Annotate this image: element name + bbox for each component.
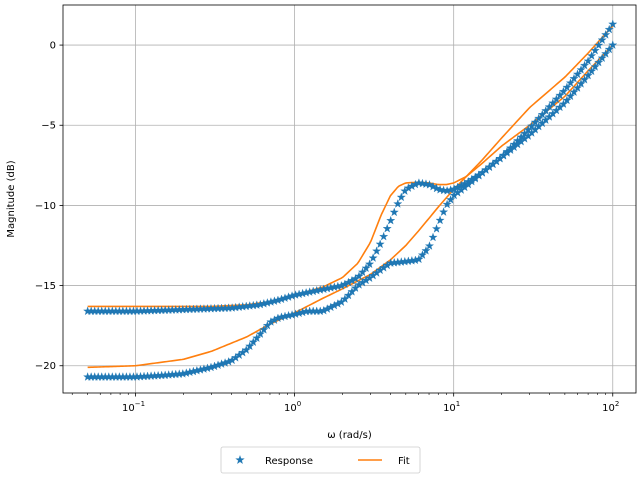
response-point-upper — [576, 65, 586, 74]
response-point-lower — [432, 224, 442, 233]
x-tick-label: 101 — [443, 400, 460, 414]
response-point-lower — [435, 215, 445, 225]
response-point-lower — [259, 325, 269, 334]
response-point-upper — [604, 24, 614, 34]
response-point-lower — [439, 207, 449, 216]
y-tick-label: −15 — [35, 281, 56, 292]
response-point-lower — [340, 294, 350, 303]
response-point-lower — [601, 49, 611, 58]
response-point-lower — [583, 70, 593, 80]
response-point-upper — [372, 246, 382, 255]
response-point-upper — [365, 259, 375, 269]
response-point-upper — [361, 263, 371, 273]
response-point-upper — [551, 94, 561, 104]
response-point-lower — [572, 83, 583, 92]
response-point-upper — [572, 69, 583, 79]
response-point-lower — [446, 195, 456, 204]
response-point-lower — [255, 329, 265, 338]
legend-response-marker — [235, 455, 245, 465]
response-point-upper — [368, 253, 378, 262]
response-point-upper — [534, 113, 544, 123]
response-point-upper — [530, 117, 540, 127]
legend-label-fit: Fit — [398, 456, 410, 467]
y-axis-ticks: 0 −5 −10 −15 −20 — [35, 41, 63, 372]
x-tick-label: 100 — [284, 400, 301, 414]
response-point-upper — [558, 86, 568, 96]
legend-label-response: Response — [265, 456, 313, 467]
response-point-lower — [428, 232, 438, 242]
y-tick-label: −10 — [35, 201, 56, 212]
response-point-upper — [541, 106, 551, 115]
response-point-lower — [594, 57, 604, 67]
response-point-upper — [580, 60, 590, 70]
plot-series — [83, 19, 618, 381]
response-point-upper — [565, 78, 575, 87]
response-point-lower — [442, 199, 452, 209]
response-point-lower — [248, 337, 258, 347]
response-point-upper — [583, 56, 593, 66]
response-point-lower — [252, 333, 262, 343]
response-point-upper — [537, 109, 547, 119]
response-point-upper — [562, 82, 572, 92]
x-axis-label: ω (rad/s) — [327, 430, 372, 441]
response-point-upper — [594, 40, 604, 50]
x-tick-label: 10−1 — [122, 400, 145, 414]
response-point-lower — [608, 40, 618, 49]
y-tick-label: −20 — [35, 361, 56, 372]
response-point-lower — [424, 241, 435, 250]
response-point-lower — [421, 246, 431, 255]
y-axis-label: Magnitude (dB) — [6, 160, 17, 237]
response-point-lower — [565, 91, 575, 101]
response-point-lower — [241, 345, 251, 354]
response-point-upper — [396, 192, 406, 202]
response-point-upper — [354, 271, 364, 281]
fit-line-upper — [87, 25, 614, 308]
response-point-upper — [601, 30, 611, 39]
response-point-upper — [527, 121, 537, 130]
response-point-lower — [604, 44, 614, 54]
plot-frame — [62, 4, 637, 394]
response-point-upper — [544, 102, 554, 111]
response-point-upper — [590, 45, 600, 55]
y-tick-label: 0 — [50, 41, 56, 52]
legend-star-icon — [235, 455, 245, 465]
response-point-upper — [379, 231, 389, 241]
response-point-lower — [587, 66, 597, 76]
response-point-upper — [597, 35, 607, 44]
response-point-lower — [576, 79, 586, 88]
response-point-lower — [580, 74, 590, 84]
response-point-lower — [417, 250, 427, 259]
response-point-upper — [608, 19, 618, 29]
response-point-upper — [548, 98, 558, 107]
y-tick-label: −5 — [41, 121, 56, 132]
x-axis-ticks: 10−1 100 101 102 — [71, 393, 619, 414]
response-point-upper — [587, 51, 597, 60]
response-point-lower — [569, 87, 579, 96]
response-point-upper — [569, 73, 579, 83]
response-point-upper — [386, 215, 396, 225]
response-point-lower — [558, 99, 568, 108]
response-point-lower — [590, 62, 600, 71]
response-point-upper — [375, 239, 385, 249]
response-point-lower — [245, 341, 255, 351]
response-point-upper — [555, 90, 565, 100]
response-point-lower — [414, 254, 424, 264]
response-point-lower — [562, 95, 572, 105]
response-point-lower — [262, 320, 272, 330]
x-tick-label: 102 — [602, 400, 619, 414]
legend-frame — [220, 446, 421, 474]
response-point-upper — [389, 207, 399, 217]
response-point-lower — [343, 290, 353, 300]
grid — [63, 5, 636, 393]
response-point-upper — [382, 223, 392, 233]
response-point-lower — [347, 287, 357, 296]
response-point-lower — [597, 53, 607, 63]
response-point-upper — [358, 267, 368, 277]
legend: Response Fit — [220, 446, 421, 474]
response-point-upper — [393, 199, 403, 208]
